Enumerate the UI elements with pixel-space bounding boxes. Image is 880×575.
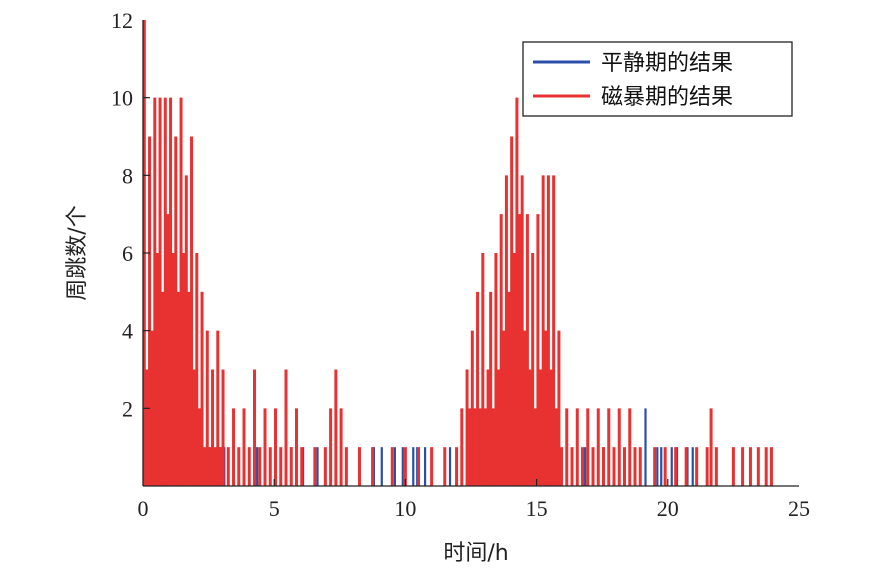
x-tick-label: 20 <box>657 496 679 521</box>
legend-label-storm: 磁暴期的结果 <box>601 85 733 110</box>
x-tick-label: 5 <box>269 496 280 521</box>
y-tick-label: 12 <box>111 8 133 33</box>
x-tick-label: 25 <box>788 496 810 521</box>
x-tick-label: 0 <box>138 496 149 521</box>
y-tick-label: 2 <box>122 396 133 421</box>
y-tick-label: 4 <box>122 319 133 344</box>
ticks-layer: 0 5 10 15 20 25 2 4 6 8 10 12 <box>111 8 810 521</box>
y-tick-label: 8 <box>122 163 133 188</box>
legend-label-quiet: 平静期的结果 <box>601 51 733 76</box>
legend: 平静期的结果 磁暴期的结果 <box>522 41 793 117</box>
x-tick-label: 10 <box>394 496 416 521</box>
y-tick-label: 10 <box>111 86 133 111</box>
y-tick-label: 6 <box>122 241 133 266</box>
x-tick-label: 15 <box>526 496 548 521</box>
y-axis-title: 周跳数/个 <box>65 205 90 300</box>
x-axis-title: 时间/h <box>443 541 508 566</box>
legend-box <box>522 41 793 117</box>
